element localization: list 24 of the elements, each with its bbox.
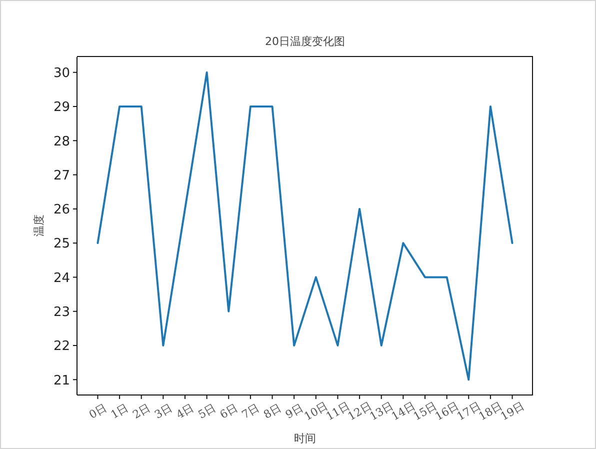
y-tick-label: 29 [53,100,70,116]
x-tick-label: 7日 [240,401,262,422]
y-tick-label: 26 [53,202,70,218]
x-tick-label: 8日 [261,401,284,422]
x-tick-label: 1日 [108,401,131,422]
x-tick-label: 6日 [218,401,240,422]
y-tick-label: 25 [53,236,70,252]
y-tick-label: 27 [53,168,70,184]
y-tick-label: 28 [53,134,70,150]
x-tick-label: 0日 [86,401,109,422]
chart-title: 20日温度变化图 [264,34,346,49]
y-tick-label: 23 [53,304,70,320]
y-tick-label: 22 [53,339,70,354]
y-axis-title: 温度 [32,214,46,238]
y-tick-label: 21 [53,373,70,388]
x-tick-label: 3日 [152,401,174,422]
x-tick-label: 9日 [283,401,306,422]
x-tick-label: 4日 [174,401,196,422]
x-axis-title: 时间 [293,431,317,446]
line-series [96,71,514,381]
x-tick-label: 2日 [130,401,153,422]
y-tick-label: 24 [53,270,70,286]
x-tick-label: 5日 [196,401,218,422]
y-tick-label: 30 [53,66,70,81]
